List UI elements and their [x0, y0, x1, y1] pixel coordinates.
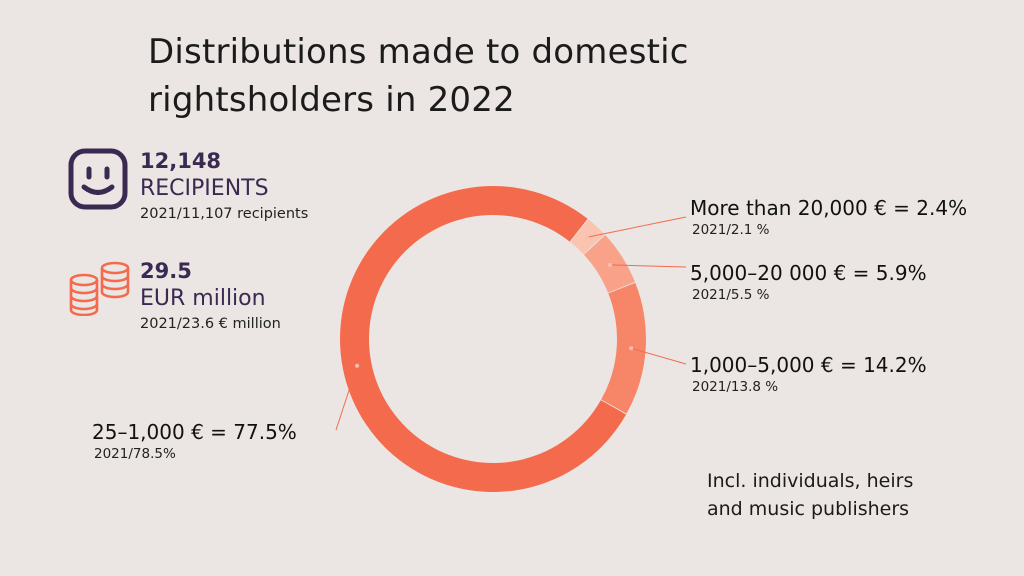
leader-line-over-20000 — [586, 216, 687, 238]
footnote-line-2: and music publishers — [707, 498, 910, 520]
coin-stack-icon — [68, 260, 130, 320]
donut-slice-1000-5000 — [601, 282, 646, 414]
slice-label-25-1000: 25–1,000 € = 77.5% 2021/78.5% — [92, 419, 297, 463]
slice-label-main: 25–1,000 € = 77.5% — [92, 420, 297, 444]
amount-text: 29.5 EUR million 2021/23.6 € million — [140, 258, 281, 334]
slice-label-previous: 2021/13.8 % — [692, 379, 779, 395]
slice-label-main: 1,000–5,000 € = 14.2% — [690, 353, 927, 377]
recipients-label: RECIPIENTS — [140, 176, 269, 201]
slice-label-previous: 2021/78.5% — [94, 446, 176, 462]
slice-label-main: More than 20,000 € = 2.4% — [690, 196, 968, 220]
footnote-line-1: Incl. individuals, heirs — [707, 470, 914, 492]
recipients-text: 12,148 RECIPIENTS 2021/11,107 recipients — [140, 148, 308, 224]
title-line-1: Distributions made to domestic — [148, 32, 689, 72]
recipients-previous: 2021/11,107 recipients — [140, 206, 309, 222]
slice-label-1000-5000: 1,000–5,000 € = 14.2% 2021/13.8 % — [690, 352, 927, 396]
leader-dot-1000-5000 — [629, 346, 634, 351]
footnote: Incl. individuals, heirs and music publi… — [707, 467, 913, 523]
title-line-2: rightsholders in 2022 — [148, 80, 515, 120]
leader-dot-over-20000 — [584, 235, 589, 240]
slice-label-previous: 2021/5.5 % — [692, 287, 770, 303]
leader-dot-25-1000 — [355, 363, 360, 368]
slice-label-5000-20000: 5,000–20 000 € = 5.9% 2021/5.5 % — [690, 260, 927, 304]
recipients-number: 12,148 — [140, 149, 222, 173]
slice-label-main: 5,000–20 000 € = 5.9% — [690, 261, 927, 285]
leader-dot-5000-20000 — [608, 262, 613, 267]
slice-label-previous: 2021/2.1 % — [692, 222, 770, 238]
leader-line-5000-20000 — [609, 264, 687, 268]
smiley-face-icon — [68, 148, 128, 214]
slice-label-over-20000: More than 20,000 € = 2.4% 2021/2.1 % — [690, 195, 967, 239]
amount-previous: 2021/23.6 € million — [140, 316, 281, 332]
amount-label: EUR million — [140, 286, 266, 311]
page-title: Distributions made to domestic rightshol… — [148, 28, 848, 124]
leader-line-25-1000 — [335, 365, 358, 431]
amount-number: 29.5 — [140, 259, 192, 283]
leader-line-1000-5000 — [631, 347, 687, 365]
